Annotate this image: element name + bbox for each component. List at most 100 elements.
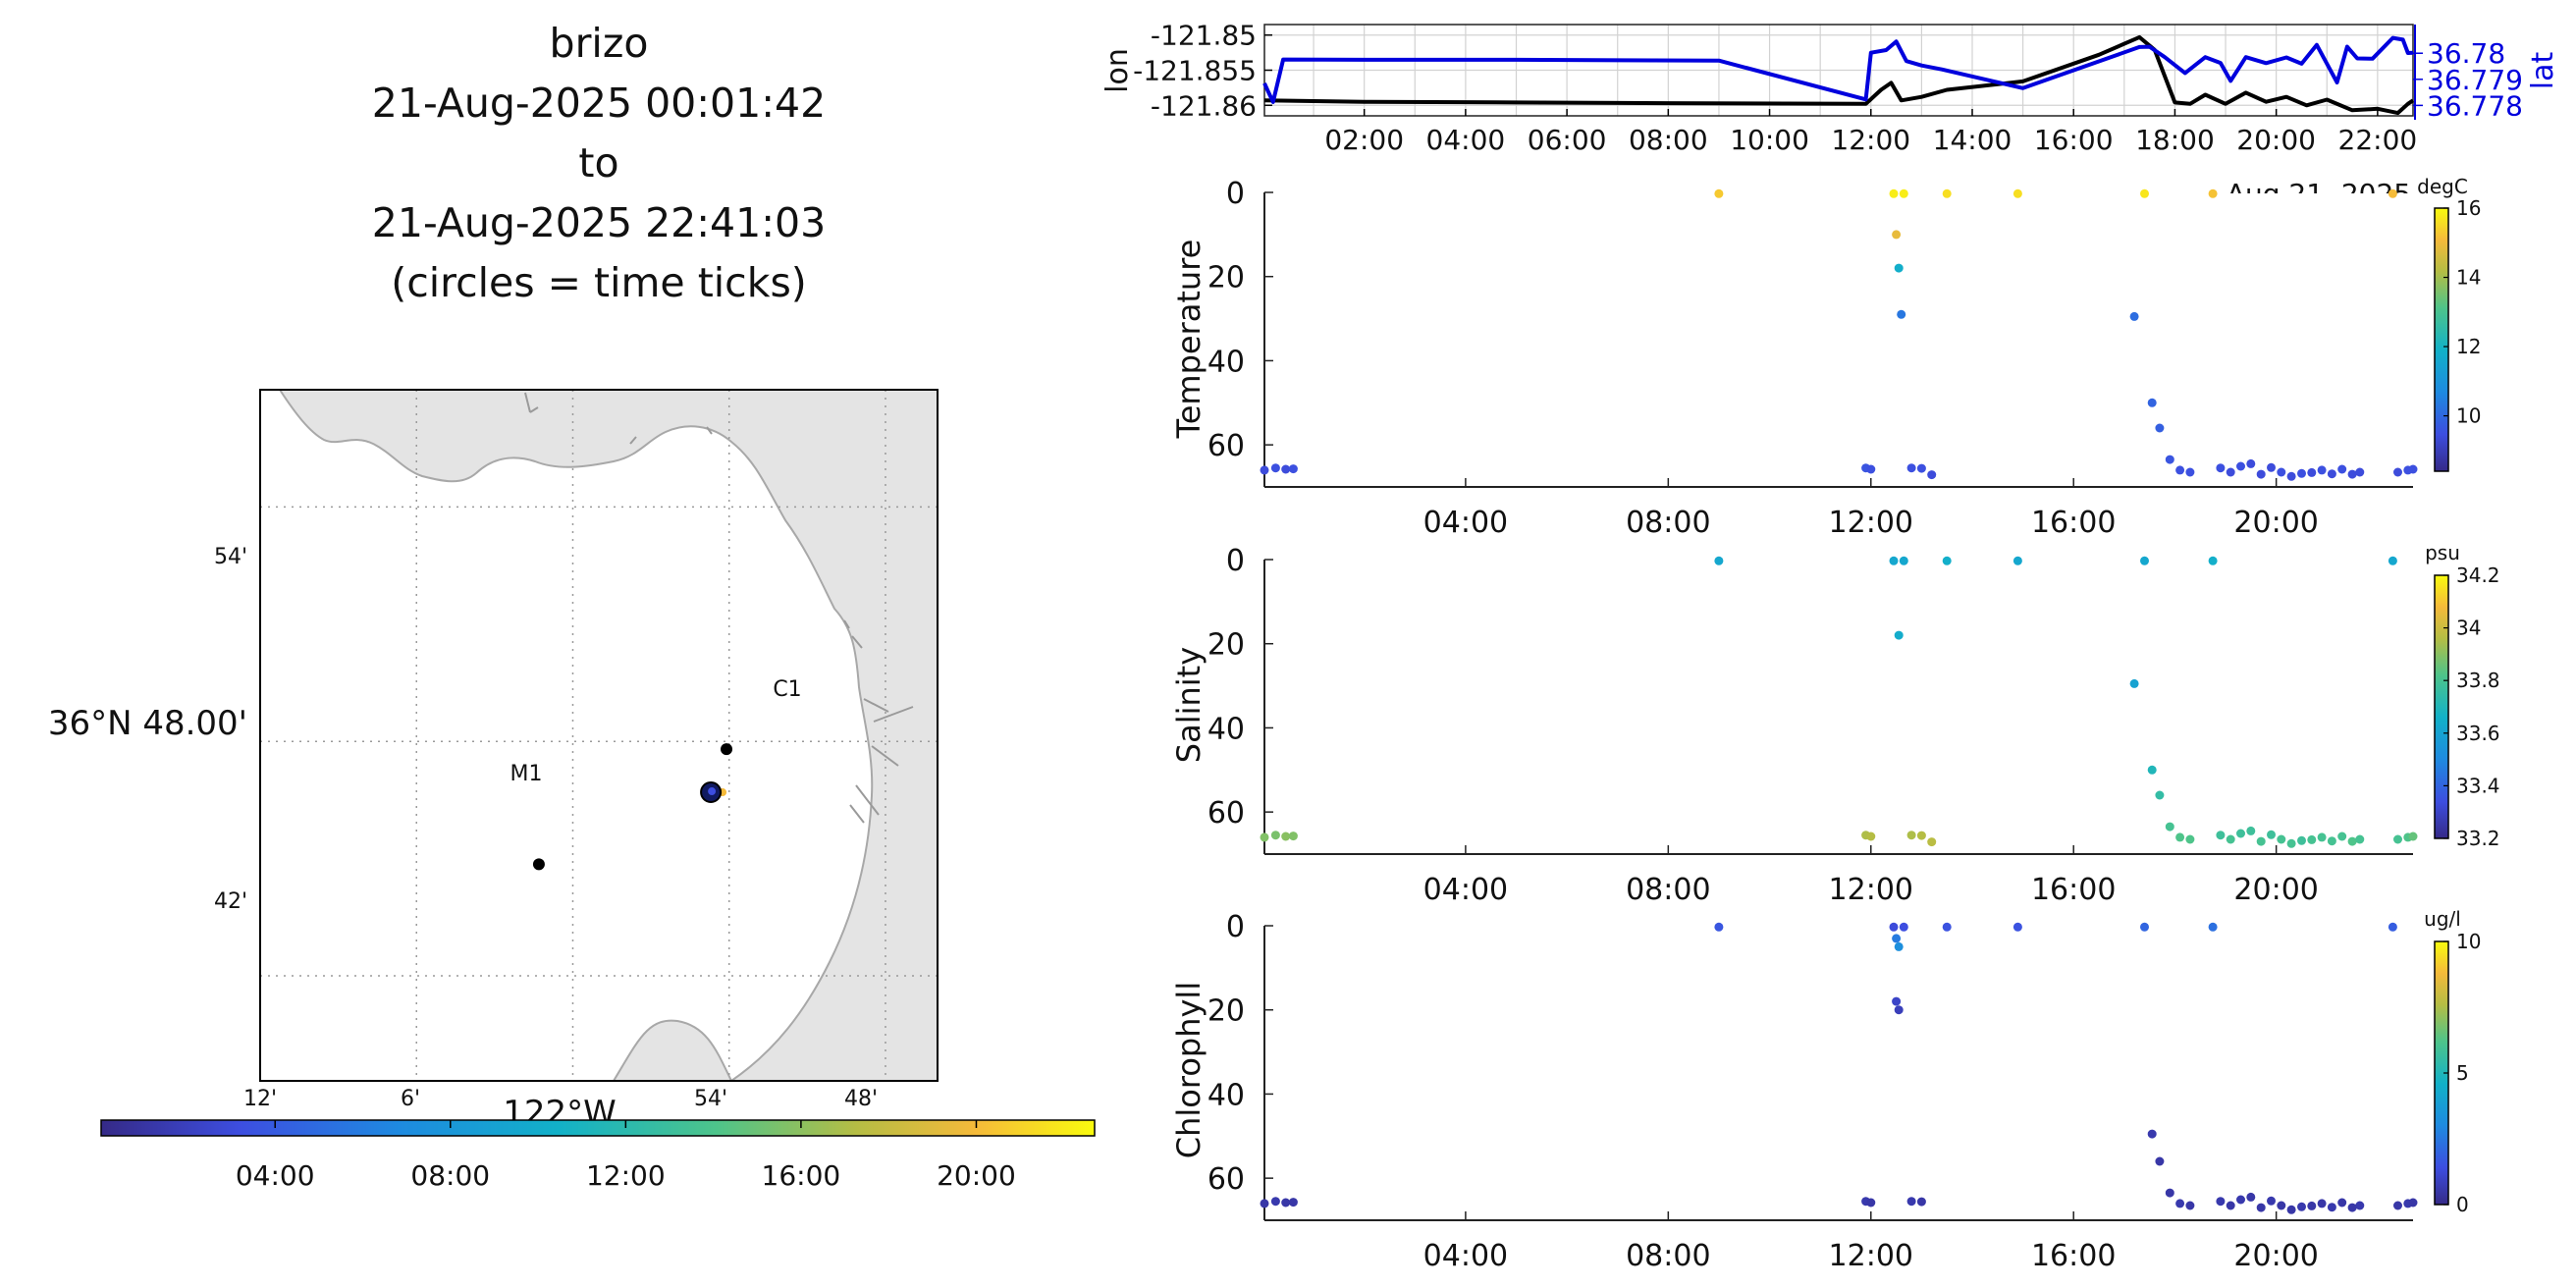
chlorophyll-point-24 bbox=[2216, 1197, 2226, 1207]
salinity-point-29 bbox=[2277, 834, 2286, 844]
salinity-point-15 bbox=[2129, 678, 2139, 688]
track-x-tick-label-3: 08:00 bbox=[1629, 124, 1708, 156]
temperature-y-tick-label-1: 20 bbox=[1208, 261, 1245, 295]
temperature-point-35 bbox=[2317, 465, 2327, 475]
track-x-tick-label-7: 16:00 bbox=[2034, 124, 2114, 156]
temperature-point-17 bbox=[2129, 311, 2139, 321]
map-panel: 54' 36°N 48.00' 42' 12' 6' 122°W 54' 48'… bbox=[48, 389, 939, 1133]
chlorophyll-units: ug/l bbox=[2424, 907, 2461, 931]
chlorophyll-x-tick-label-0: 04:00 bbox=[1423, 1239, 1508, 1273]
salinity-colorbar-strip bbox=[2434, 574, 2449, 839]
time-colorbar-tick-label-2: 12:00 bbox=[586, 1159, 666, 1192]
salinity-point-8 bbox=[1894, 630, 1904, 640]
chlorophyll-x-tick-label-4: 20:00 bbox=[2233, 1239, 2318, 1273]
salinity-point-25 bbox=[2236, 829, 2245, 838]
track-date-label: Aug 21, 2025 bbox=[2227, 178, 2411, 210]
track-x-tick-label-6: 14:00 bbox=[1933, 124, 2012, 156]
time-colorbar: 04:00 08:00 12:00 16:00 20:00 bbox=[100, 1119, 1096, 1192]
chlorophyll-point-18 bbox=[2147, 1129, 2157, 1139]
salinity-point-41 bbox=[2408, 832, 2418, 841]
salinity-point-30 bbox=[2286, 838, 2296, 848]
track-x-tick-label-10: 22:00 bbox=[2338, 124, 2418, 156]
chlorophyll-point-30 bbox=[2277, 1201, 2286, 1210]
temperature-point-18 bbox=[2140, 188, 2149, 198]
track-lat-tick-label-2: 36.778 bbox=[2427, 89, 2523, 122]
temperature-point-28 bbox=[2246, 458, 2256, 468]
track-x-tick-label-0: 02:00 bbox=[1324, 124, 1404, 156]
temperature-point-4 bbox=[1714, 188, 1724, 198]
salinity-point-31 bbox=[2297, 835, 2306, 845]
map-lon-tick-54: 54' bbox=[694, 1087, 727, 1111]
temperature-point-1 bbox=[1270, 463, 1280, 473]
time-colorbar-tick-label-3: 16:00 bbox=[762, 1159, 841, 1192]
chlorophyll-point-21 bbox=[2175, 1199, 2185, 1208]
temperature-point-31 bbox=[2277, 467, 2286, 477]
salinity-point-35 bbox=[2337, 832, 2347, 841]
temperature-point-24 bbox=[2208, 188, 2218, 198]
chlorophyll-y-tick-label-3: 60 bbox=[1208, 1162, 1245, 1197]
map-lon-tick-6: 6' bbox=[401, 1087, 420, 1111]
temperature-x-tick-label-2: 12:00 bbox=[1829, 506, 1913, 540]
salinity-colorbar-tick-label-3: 33.6 bbox=[2456, 722, 2500, 745]
salinity-point-27 bbox=[2256, 836, 2266, 846]
temperature-point-11 bbox=[1899, 188, 1908, 198]
figure-title: brizo 21-Aug-2025 00:01:42 to 21-Aug-202… bbox=[304, 14, 893, 313]
chlorophyll-point-29 bbox=[2267, 1196, 2276, 1206]
temperature-point-8 bbox=[1892, 230, 1902, 240]
temperature-point-26 bbox=[2226, 467, 2235, 477]
chlorophyll-point-36 bbox=[2337, 1198, 2347, 1208]
chlorophyll-point-40 bbox=[2393, 1201, 2402, 1210]
temperature-point-0 bbox=[1260, 465, 1269, 475]
temperature-point-3 bbox=[1288, 464, 1298, 474]
map-lat-tick-54: 54' bbox=[214, 545, 247, 569]
station-label-c1: C1 bbox=[773, 677, 801, 702]
temperature-point-37 bbox=[2337, 464, 2347, 474]
chlorophyll-point-22 bbox=[2185, 1201, 2195, 1210]
chlorophyll-point-37 bbox=[2347, 1203, 2357, 1212]
temperature-point-30 bbox=[2267, 462, 2276, 472]
salinity-point-24 bbox=[2226, 834, 2235, 844]
chlorophyll-x-tick-label-1: 08:00 bbox=[1626, 1239, 1710, 1273]
chlorophyll-point-23 bbox=[2208, 922, 2218, 932]
temperature-axis-label: Temperature bbox=[1170, 240, 1208, 440]
salinity-point-33 bbox=[2317, 832, 2327, 842]
time-colorbar-ticks: 04:00 08:00 12:00 16:00 20:00 bbox=[236, 1120, 1016, 1192]
chlorophyll-point-32 bbox=[2297, 1202, 2306, 1211]
chlorophyll-colorbar-tick-label-0: 10 bbox=[2456, 930, 2481, 953]
temperature-point-39 bbox=[2355, 467, 2365, 477]
track-lon-tick-label-0: -121.85 bbox=[1151, 20, 1257, 52]
chlorophyll-point-34 bbox=[2317, 1199, 2327, 1208]
salinity-panel: 0 20 40 60 04:00 08:00 12:00 16:00 20:00 34.2 34 33… bbox=[1208, 544, 2500, 907]
salinity-point-13 bbox=[1942, 556, 1952, 565]
salinity-point-38 bbox=[2388, 556, 2397, 565]
salinity-point-21 bbox=[2185, 834, 2195, 844]
temperature-point-2 bbox=[1281, 464, 1291, 474]
temperature-colorbar-tick-label-2: 12 bbox=[2456, 335, 2481, 358]
chlorophyll-point-7 bbox=[1889, 922, 1899, 932]
temperature-point-32 bbox=[2286, 471, 2296, 481]
track-lon-tick-label-1: -121.855 bbox=[1133, 55, 1257, 87]
title-line-note: (circles = time ticks) bbox=[391, 259, 807, 306]
salinity-point-26 bbox=[2246, 826, 2256, 835]
temperature-y-tick-label-0: 0 bbox=[1226, 177, 1245, 211]
salinity-colorbar-tick-label-4: 33.4 bbox=[2456, 774, 2500, 797]
chlorophyll-point-39 bbox=[2388, 922, 2397, 932]
temperature-x-tick-label-1: 08:00 bbox=[1626, 506, 1710, 540]
land-mass bbox=[278, 390, 938, 1081]
chlorophyll-point-20 bbox=[2165, 1188, 2174, 1198]
track-line-lat bbox=[1262, 35, 2414, 104]
temperature-point-6 bbox=[1866, 464, 1876, 474]
temperature-point-29 bbox=[2256, 469, 2266, 479]
temperature-point-12 bbox=[1906, 463, 1916, 473]
temperature-x-tick-label-0: 04:00 bbox=[1423, 506, 1508, 540]
salinity-point-4 bbox=[1714, 556, 1724, 565]
temperature-point-19 bbox=[2147, 398, 2157, 407]
temperature-point-9 bbox=[1894, 263, 1904, 273]
track-lon-label: lon bbox=[1100, 48, 1135, 93]
map-lon-tick-48: 48' bbox=[844, 1087, 878, 1111]
salinity-point-12 bbox=[1927, 837, 1937, 847]
chlorophyll-point-19 bbox=[2155, 1156, 2165, 1166]
chlorophyll-point-27 bbox=[2246, 1192, 2256, 1202]
